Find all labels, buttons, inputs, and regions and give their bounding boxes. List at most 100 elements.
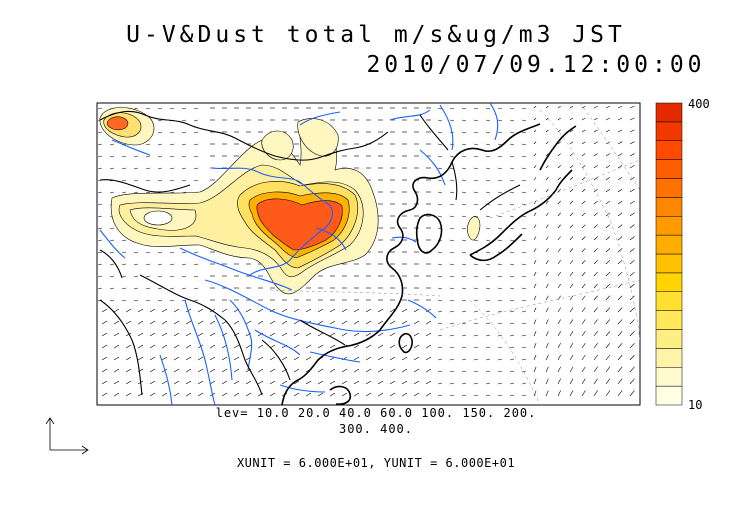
wind-vector (157, 287, 163, 290)
wind-vector (461, 191, 467, 194)
wind-vector (533, 105, 537, 109)
wind-vector (497, 394, 503, 397)
wind-vector (245, 380, 252, 385)
wind-vector (353, 368, 360, 373)
wind-vector (521, 215, 527, 218)
wind-vector (413, 308, 420, 313)
wind-vector (497, 346, 503, 349)
wind-vector (509, 119, 515, 122)
wind-vector (509, 179, 515, 182)
wind-vector (305, 380, 312, 385)
wind-vector (257, 308, 264, 313)
wind-vector (449, 310, 455, 313)
wind-vector (497, 155, 503, 158)
wind-vector (221, 392, 228, 397)
wind-vector (557, 224, 561, 229)
wind-vector (497, 358, 503, 361)
wind-vector (401, 368, 408, 373)
wind-vector (593, 141, 598, 145)
wind-vector (437, 203, 443, 206)
wind-vector (121, 287, 127, 290)
wind-vector (389, 392, 396, 397)
wind-vector (557, 129, 561, 133)
colorbar-min-label: 10 (688, 398, 703, 412)
wind-vector (521, 227, 527, 230)
wind-vector (365, 380, 372, 385)
wind-vector (197, 392, 204, 397)
wind-vector (569, 165, 574, 169)
wind-vector (485, 131, 491, 134)
wind-vector (233, 320, 240, 325)
contour-levels-line1: lev= 10.0 20.0 40.0 60.0 100. 150. 200. (215, 406, 537, 420)
wind-vector (365, 344, 372, 349)
wind-vector (437, 179, 443, 182)
wind-vector (497, 227, 503, 230)
wind-vector (593, 390, 598, 397)
wind-vector (497, 310, 503, 313)
wind-vector (341, 380, 348, 385)
wind-vector (569, 271, 574, 277)
wind-vector (145, 167, 151, 170)
wind-vector (461, 275, 467, 278)
wind-vector (193, 263, 199, 266)
wind-vector (113, 368, 120, 373)
wind-vector (593, 354, 598, 361)
wind-vector (449, 155, 455, 158)
wind-vector (533, 200, 537, 205)
wind-vector (257, 392, 264, 397)
wind-vector (449, 119, 455, 122)
wind-vector (145, 275, 151, 278)
wind-vector (133, 263, 139, 266)
wind-vector (125, 344, 132, 349)
wind-vector (461, 107, 467, 110)
dust-plumes (99, 107, 481, 295)
wind-vector (281, 308, 288, 313)
wind-vector (169, 179, 175, 182)
wind-vector (605, 319, 611, 325)
wind-vector (193, 179, 199, 182)
wind-vector (97, 131, 103, 134)
wind-vector (133, 287, 139, 290)
wind-vector (353, 344, 360, 349)
wind-vector (629, 165, 635, 169)
wind-vector (121, 167, 127, 170)
wind-vector (449, 358, 455, 361)
wind-vector (461, 143, 467, 146)
colorbar-swatch (655, 159, 683, 179)
wind-vector (353, 356, 360, 361)
colorbar-swatch (655, 234, 683, 255)
wind-vector (125, 308, 132, 313)
wind-vector (133, 275, 139, 278)
wind-vector (629, 271, 635, 277)
wind-vector (605, 117, 611, 121)
wind-vector (497, 275, 503, 278)
wind-vector (173, 368, 180, 373)
wind-vector (605, 188, 611, 193)
wind-vector (521, 370, 527, 373)
wind-vector (365, 308, 372, 313)
wind-vector (485, 334, 491, 337)
wind-vector (485, 370, 491, 373)
wind-vector (109, 299, 115, 302)
wind-vector (509, 310, 515, 313)
wind-vector (185, 380, 192, 385)
wind-vector (581, 236, 586, 241)
wind-vector (581, 188, 586, 193)
wind-vector (101, 356, 108, 361)
wind-vector (121, 239, 127, 242)
wind-vector (485, 227, 491, 230)
wind-vector (461, 310, 467, 313)
wind-vector (413, 380, 420, 385)
wind-vector (581, 283, 586, 289)
wind-vector (449, 215, 455, 218)
wind-vector (329, 308, 336, 313)
wind-vector (233, 332, 240, 337)
wind-vector (629, 224, 635, 229)
wind-vector (521, 310, 527, 313)
wind-vector (593, 129, 598, 133)
wind-vector (353, 332, 360, 337)
wind-vector (193, 155, 199, 158)
colorbar-swatch (655, 367, 683, 387)
wind-vector (617, 390, 623, 397)
wind-vector (521, 167, 527, 170)
